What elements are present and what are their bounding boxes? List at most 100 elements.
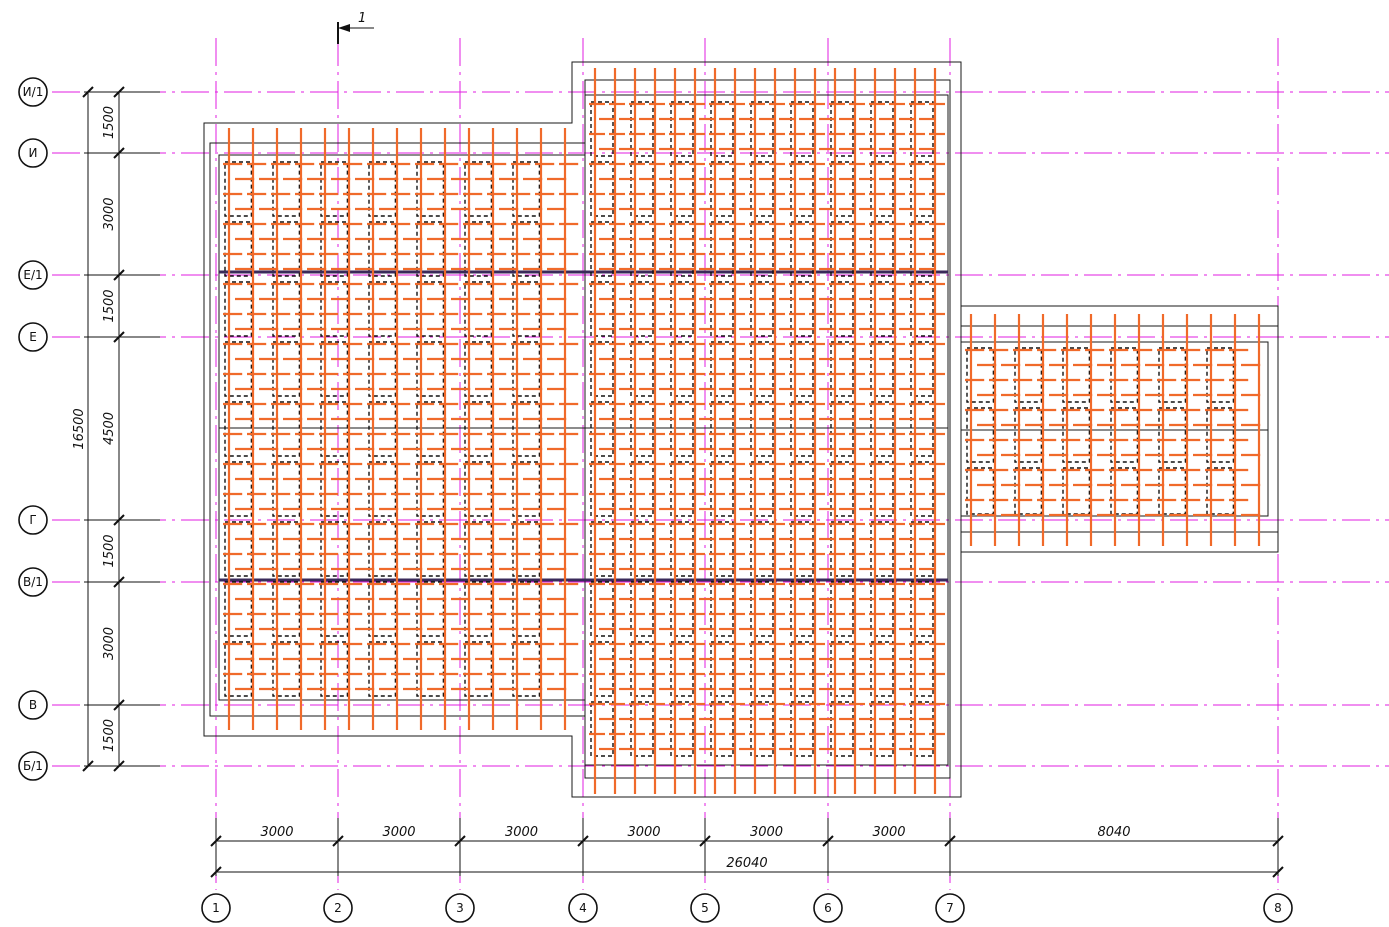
dashed-cell — [670, 281, 694, 337]
dashed-cell — [590, 641, 614, 697]
dashed-cell — [1206, 407, 1235, 463]
column-axis-label: 1 — [212, 901, 220, 915]
row-total-tick — [82, 86, 94, 98]
dashed-cell — [630, 521, 654, 577]
row-axis-circle — [18, 505, 48, 535]
row-axis-bubble: И — [18, 138, 48, 168]
dashed-cell — [790, 581, 814, 637]
dashed-cell — [224, 641, 253, 697]
dashed-cell — [272, 401, 301, 457]
row-dimension-label: 1500 — [102, 719, 117, 752]
dashed-cell — [870, 461, 894, 517]
row-axis-label: В/1 — [23, 575, 43, 589]
dashed-cell — [750, 101, 774, 157]
dashed-cell — [790, 341, 814, 397]
column-total-tick — [210, 866, 222, 878]
column-tick — [577, 835, 589, 847]
column-axis-label: 5 — [701, 901, 709, 915]
row-dimension-label: 3000 — [102, 197, 117, 230]
dashed-cell — [368, 521, 397, 577]
dashed-cell — [416, 401, 445, 457]
dashed-cell — [710, 461, 734, 517]
dashed-cell — [416, 581, 445, 637]
dashed-cell — [750, 221, 774, 277]
row-total-tick — [82, 760, 94, 772]
section-mark: 1 — [337, 11, 374, 44]
dashed-cell — [910, 581, 934, 637]
dashed-cell — [750, 461, 774, 517]
dashed-cell — [512, 341, 541, 397]
row-total-label: 16500 — [72, 408, 87, 449]
row-axis-bubble: Б/1 — [18, 751, 48, 781]
row-axis-label: И — [29, 146, 38, 160]
row-dimension-label: 1500 — [102, 106, 117, 139]
dashed-cell — [750, 401, 774, 457]
column-dimension-label: 3000 — [750, 825, 783, 840]
row-tick — [113, 514, 125, 526]
column-tick — [699, 835, 711, 847]
dashed-cell — [630, 581, 654, 637]
dashed-cell — [710, 221, 734, 277]
column-dimension-label: 3000 — [505, 825, 538, 840]
row-tick — [113, 576, 125, 588]
dashed-cell — [870, 161, 894, 217]
dashed-cell — [790, 521, 814, 577]
dashed-cell — [830, 701, 854, 757]
row-tick — [113, 147, 125, 159]
dashed-cell — [830, 161, 854, 217]
dashed-cell — [512, 221, 541, 277]
dashed-cell — [464, 281, 493, 337]
dashed-cell — [1158, 407, 1187, 463]
dashed-cell — [870, 221, 894, 277]
dashed-cell — [320, 581, 349, 637]
column-axis-circle — [935, 893, 965, 923]
dashed-cell — [750, 161, 774, 217]
row-axis-circle — [18, 690, 48, 720]
dashed-cell — [790, 221, 814, 277]
dashed-cell — [710, 701, 734, 757]
dashed-cell — [670, 701, 694, 757]
dashed-cell — [910, 281, 934, 337]
dashed-cell — [224, 161, 253, 217]
dashed-cell — [830, 641, 854, 697]
dashed-cell — [320, 461, 349, 517]
rebar-layout — [223, 68, 1261, 794]
dashed-cell — [320, 161, 349, 217]
dashed-cell — [1014, 347, 1043, 403]
dashed-cell — [368, 281, 397, 337]
column-axis-bubble: 6 — [813, 893, 843, 923]
dashed-cell — [910, 101, 934, 157]
dashed-cell — [272, 341, 301, 397]
dashed-cell — [590, 581, 614, 637]
column-axis-bubble: 1 — [201, 893, 231, 923]
dashed-cell — [966, 347, 995, 403]
dashed-cell — [710, 281, 734, 337]
dashed-cell — [1062, 347, 1091, 403]
dashed-cell — [320, 641, 349, 697]
dashed-cell — [910, 521, 934, 577]
dashed-cell — [1110, 407, 1139, 463]
dashed-cell — [416, 341, 445, 397]
slab-zone-center — [584, 94, 949, 766]
dashed-cell — [870, 101, 894, 157]
dashed-cell — [630, 101, 654, 157]
column-axis-bubble: 3 — [445, 893, 475, 923]
column-total-tick — [1272, 866, 1284, 878]
dashed-cell — [1206, 347, 1235, 403]
dashed-cell — [368, 401, 397, 457]
column-axis-bubble: 8 — [1263, 893, 1293, 923]
dashed-cell — [320, 341, 349, 397]
column-axis-label: 6 — [824, 901, 832, 915]
row-axis-label: Б/1 — [23, 759, 43, 773]
dashed-cell — [590, 701, 614, 757]
slab-outlines — [203, 61, 1279, 798]
row-dimension-label: 4500 — [102, 412, 117, 445]
column-axis-circle — [445, 893, 475, 923]
row-axis-circle — [18, 751, 48, 781]
row-axis-circle — [18, 322, 48, 352]
dashed-cell — [272, 161, 301, 217]
dashed-cell — [750, 341, 774, 397]
row-axis-circle — [18, 260, 48, 290]
row-axis-bubble: Е — [18, 322, 48, 352]
dashed-cell — [368, 161, 397, 217]
